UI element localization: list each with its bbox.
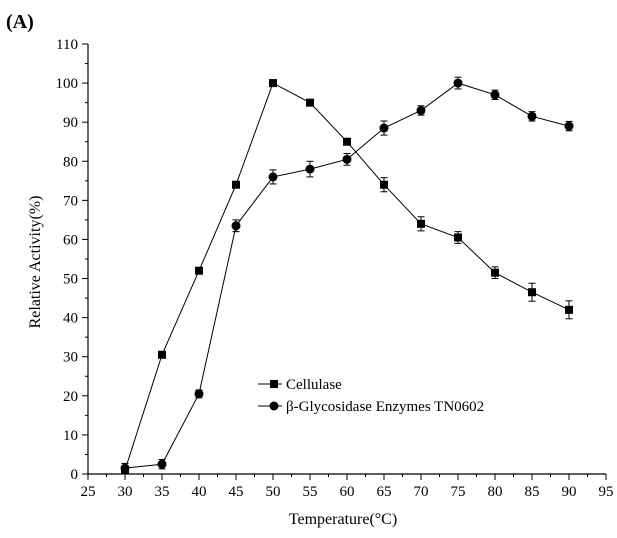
data-point-cellulase bbox=[269, 79, 277, 88]
data-point-cellulase bbox=[454, 233, 462, 242]
x-tick-label: 30 bbox=[118, 484, 133, 500]
data-point-glycosidase bbox=[416, 105, 426, 115]
y-tick-label: 80 bbox=[63, 154, 78, 170]
x-tick-label: 45 bbox=[229, 484, 244, 500]
legend: Cellulase β-Glycosidase Enzymes TN0602 bbox=[258, 377, 484, 415]
x-tick-label: 35 bbox=[155, 484, 170, 500]
data-point-glycosidase bbox=[268, 172, 278, 182]
data-point-cellulase bbox=[306, 98, 314, 107]
data-point-glycosidase bbox=[453, 78, 463, 88]
y-tick-label: 0 bbox=[71, 467, 79, 483]
series-layer bbox=[120, 76, 574, 475]
data-point-cellulase bbox=[380, 180, 388, 189]
data-point-cellulase bbox=[232, 180, 240, 189]
data-point-glycosidase bbox=[305, 164, 315, 174]
data-point-cellulase bbox=[158, 350, 166, 359]
legend-marker-glycosidase bbox=[269, 401, 279, 411]
legend-entry-glycosidase: β-Glycosidase Enzymes TN0602 bbox=[286, 399, 484, 415]
data-point-cellulase bbox=[565, 305, 573, 314]
y-axis-ticks: 0 10 20 30 40 50 60 70 80 90 100 110 bbox=[56, 37, 88, 483]
y-tick-label: 40 bbox=[63, 311, 78, 327]
x-tick-label: 50 bbox=[266, 484, 281, 500]
y-axis-label: Relative Activity(%) bbox=[27, 196, 44, 329]
y-tick-label: 90 bbox=[63, 115, 78, 131]
data-point-glycosidase bbox=[194, 389, 204, 399]
data-point-cellulase bbox=[417, 219, 425, 228]
data-point-glycosidase bbox=[157, 459, 167, 469]
data-point-glycosidase bbox=[564, 121, 574, 131]
x-tick-label: 40 bbox=[192, 484, 207, 500]
x-tick-label: 85 bbox=[525, 484, 540, 500]
data-point-glycosidase bbox=[379, 123, 389, 133]
panel-label: (A) bbox=[6, 11, 34, 33]
y-tick-label: 60 bbox=[63, 232, 78, 248]
legend-marker-cellulase bbox=[270, 380, 278, 388]
y-tick-label: 10 bbox=[63, 428, 78, 444]
x-tick-label: 75 bbox=[451, 484, 466, 500]
y-tick-label: 30 bbox=[63, 350, 78, 366]
data-point-glycosidase bbox=[120, 463, 130, 473]
y-tick-label: 110 bbox=[56, 37, 78, 53]
y-tick-label: 70 bbox=[63, 193, 78, 209]
y-tick-label: 100 bbox=[56, 76, 79, 92]
data-point-glycosidase bbox=[490, 90, 500, 100]
legend-entry-cellulase: Cellulase bbox=[286, 377, 342, 393]
x-tick-label: 65 bbox=[377, 484, 392, 500]
x-tick-label: 60 bbox=[340, 484, 355, 500]
x-tick-label: 55 bbox=[303, 484, 318, 500]
x-axis-ticks: 25 30 35 40 45 50 55 60 65 70 75 80 85 90 95 bbox=[81, 474, 614, 500]
y-tick-label: 20 bbox=[63, 389, 78, 405]
x-tick-label: 95 bbox=[599, 484, 614, 500]
series-glycosidase bbox=[120, 76, 574, 474]
x-tick-label: 25 bbox=[81, 484, 96, 500]
data-point-glycosidase bbox=[231, 221, 241, 231]
data-point-cellulase bbox=[528, 288, 536, 297]
x-axis-label: Temperature(°C) bbox=[289, 511, 397, 528]
series-cellulase bbox=[121, 79, 573, 475]
data-point-glycosidase bbox=[342, 154, 352, 164]
x-tick-label: 70 bbox=[414, 484, 429, 500]
data-point-cellulase bbox=[195, 266, 203, 275]
data-point-cellulase bbox=[343, 137, 351, 146]
x-tick-label: 90 bbox=[562, 484, 577, 500]
x-tick-label: 80 bbox=[488, 484, 503, 500]
y-tick-label: 50 bbox=[63, 272, 78, 288]
data-point-cellulase bbox=[491, 268, 499, 277]
data-point-glycosidase bbox=[527, 111, 537, 121]
